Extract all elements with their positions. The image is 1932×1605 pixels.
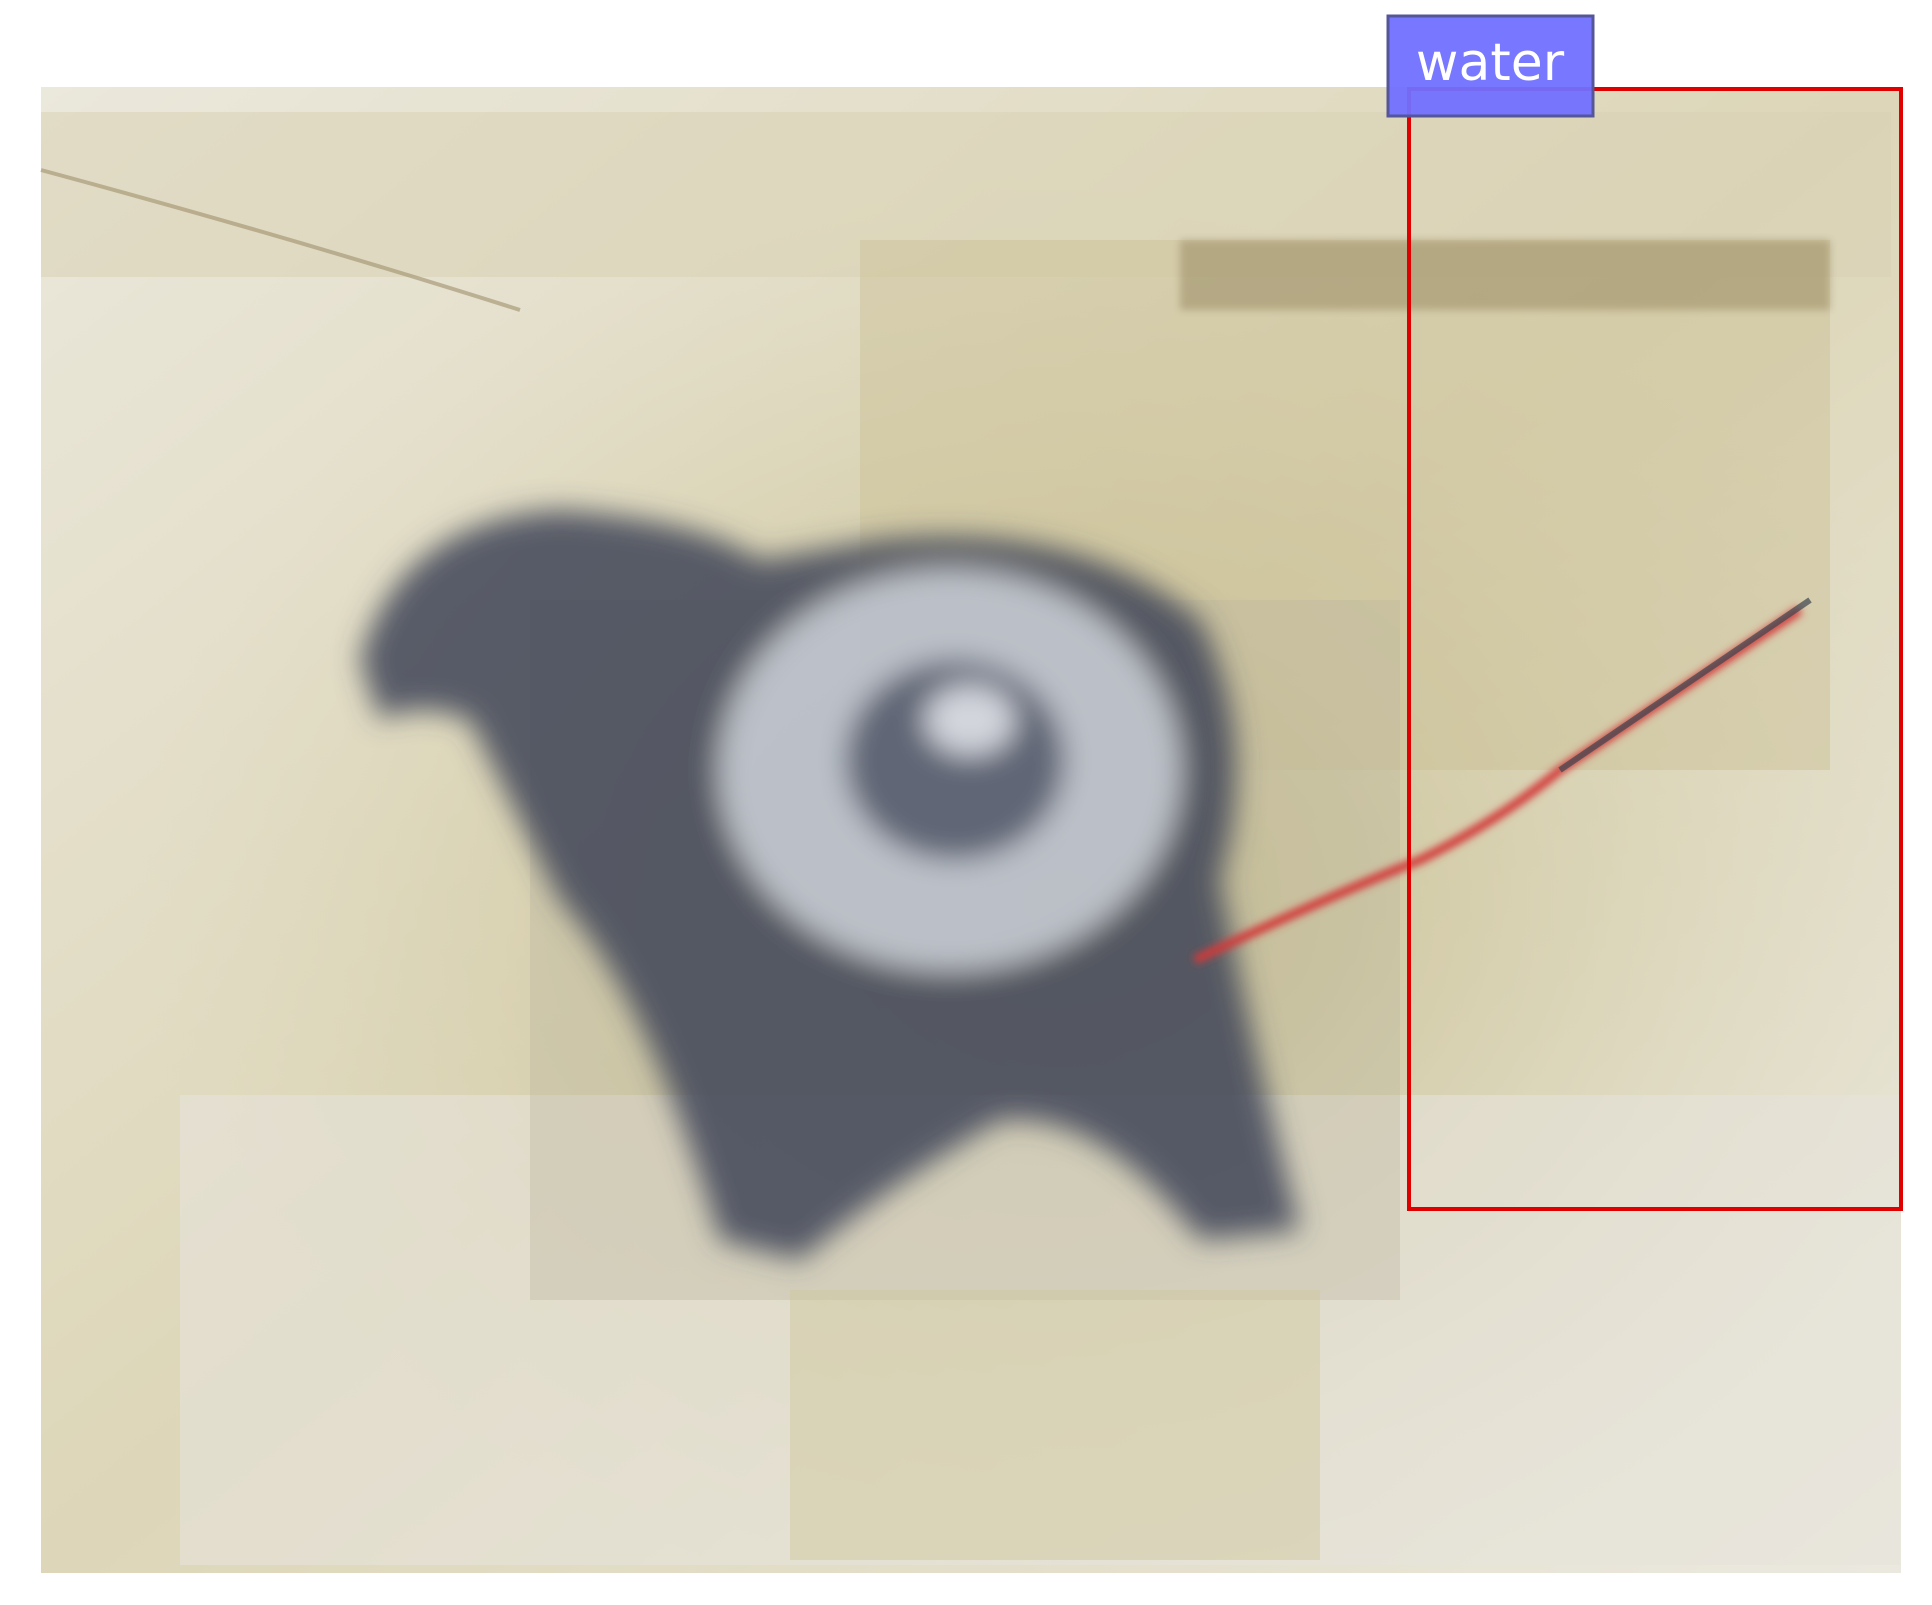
dog [360, 510, 1300, 1260]
label-box [1386, 14, 1595, 118]
photo [40, 87, 1901, 1573]
label-text: water [1416, 33, 1565, 93]
bounding-box [1407, 87, 1903, 1211]
